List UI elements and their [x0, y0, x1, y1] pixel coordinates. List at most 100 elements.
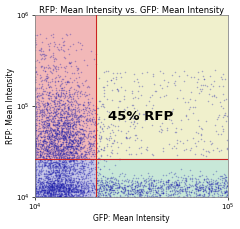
Point: [53, 195, 57, 199]
Point: [37, 124, 41, 127]
Point: [182, 195, 186, 199]
Point: [39, 189, 42, 193]
Point: [99, 178, 103, 182]
Point: [57, 195, 61, 199]
Point: [72, 190, 76, 194]
Point: [48, 187, 52, 191]
Point: [67, 144, 71, 147]
Point: [114, 190, 117, 193]
Point: [51, 193, 55, 196]
Point: [68, 130, 72, 134]
Point: [58, 173, 61, 177]
Point: [52, 157, 56, 161]
Point: [128, 115, 132, 119]
Point: [81, 192, 85, 195]
Point: [52, 143, 56, 146]
Point: [33, 122, 36, 125]
Point: [53, 194, 56, 198]
Point: [73, 189, 77, 193]
Point: [36, 195, 39, 199]
Point: [175, 183, 179, 187]
Point: [70, 180, 74, 183]
Point: [206, 177, 210, 181]
Point: [103, 192, 107, 195]
Point: [76, 190, 80, 194]
Point: [40, 101, 44, 105]
Point: [33, 87, 36, 91]
Point: [72, 186, 76, 190]
Point: [33, 185, 36, 189]
Point: [67, 114, 71, 118]
Point: [47, 163, 51, 166]
Point: [150, 123, 154, 127]
Point: [35, 146, 39, 150]
Point: [76, 169, 80, 172]
Point: [63, 187, 67, 190]
Point: [145, 195, 149, 198]
Point: [210, 186, 214, 190]
Point: [166, 187, 170, 191]
Point: [33, 152, 36, 155]
Point: [39, 99, 43, 103]
Point: [53, 178, 56, 181]
Point: [35, 114, 39, 118]
Point: [33, 133, 37, 136]
Point: [86, 185, 90, 189]
Point: [50, 193, 54, 196]
Point: [50, 195, 54, 199]
Point: [195, 80, 198, 84]
Point: [76, 195, 79, 199]
Point: [54, 69, 58, 73]
Point: [47, 163, 51, 166]
Point: [55, 128, 59, 132]
Point: [80, 183, 84, 187]
Point: [33, 120, 36, 123]
Point: [101, 193, 105, 197]
Point: [52, 157, 56, 161]
Point: [91, 181, 95, 185]
Point: [67, 159, 71, 163]
Point: [42, 139, 46, 142]
Point: [48, 160, 52, 164]
Point: [102, 188, 105, 192]
Point: [76, 194, 80, 198]
Point: [55, 46, 59, 49]
Point: [33, 186, 36, 190]
Point: [71, 183, 75, 187]
Point: [122, 195, 126, 199]
Point: [70, 150, 74, 154]
Point: [62, 188, 66, 192]
Point: [48, 194, 52, 198]
Point: [34, 192, 37, 196]
Point: [65, 187, 69, 191]
Point: [67, 88, 71, 91]
Point: [38, 195, 42, 199]
Point: [124, 136, 128, 140]
Point: [42, 194, 46, 197]
Point: [62, 119, 66, 123]
Point: [44, 183, 48, 186]
Point: [36, 195, 40, 199]
Point: [166, 187, 170, 190]
Point: [41, 151, 44, 155]
Point: [41, 87, 45, 91]
Point: [64, 195, 68, 199]
Point: [74, 88, 78, 92]
Point: [224, 178, 228, 182]
Point: [33, 194, 36, 198]
Point: [80, 132, 84, 136]
Point: [142, 189, 145, 193]
Point: [195, 185, 198, 188]
Point: [58, 185, 62, 189]
Point: [69, 164, 72, 168]
Point: [123, 193, 127, 197]
Point: [44, 184, 48, 187]
Point: [102, 88, 106, 91]
Point: [168, 183, 172, 186]
Point: [84, 182, 88, 186]
Point: [139, 195, 143, 199]
Point: [41, 89, 45, 93]
Point: [213, 123, 216, 127]
Point: [153, 89, 157, 93]
Point: [51, 188, 55, 192]
